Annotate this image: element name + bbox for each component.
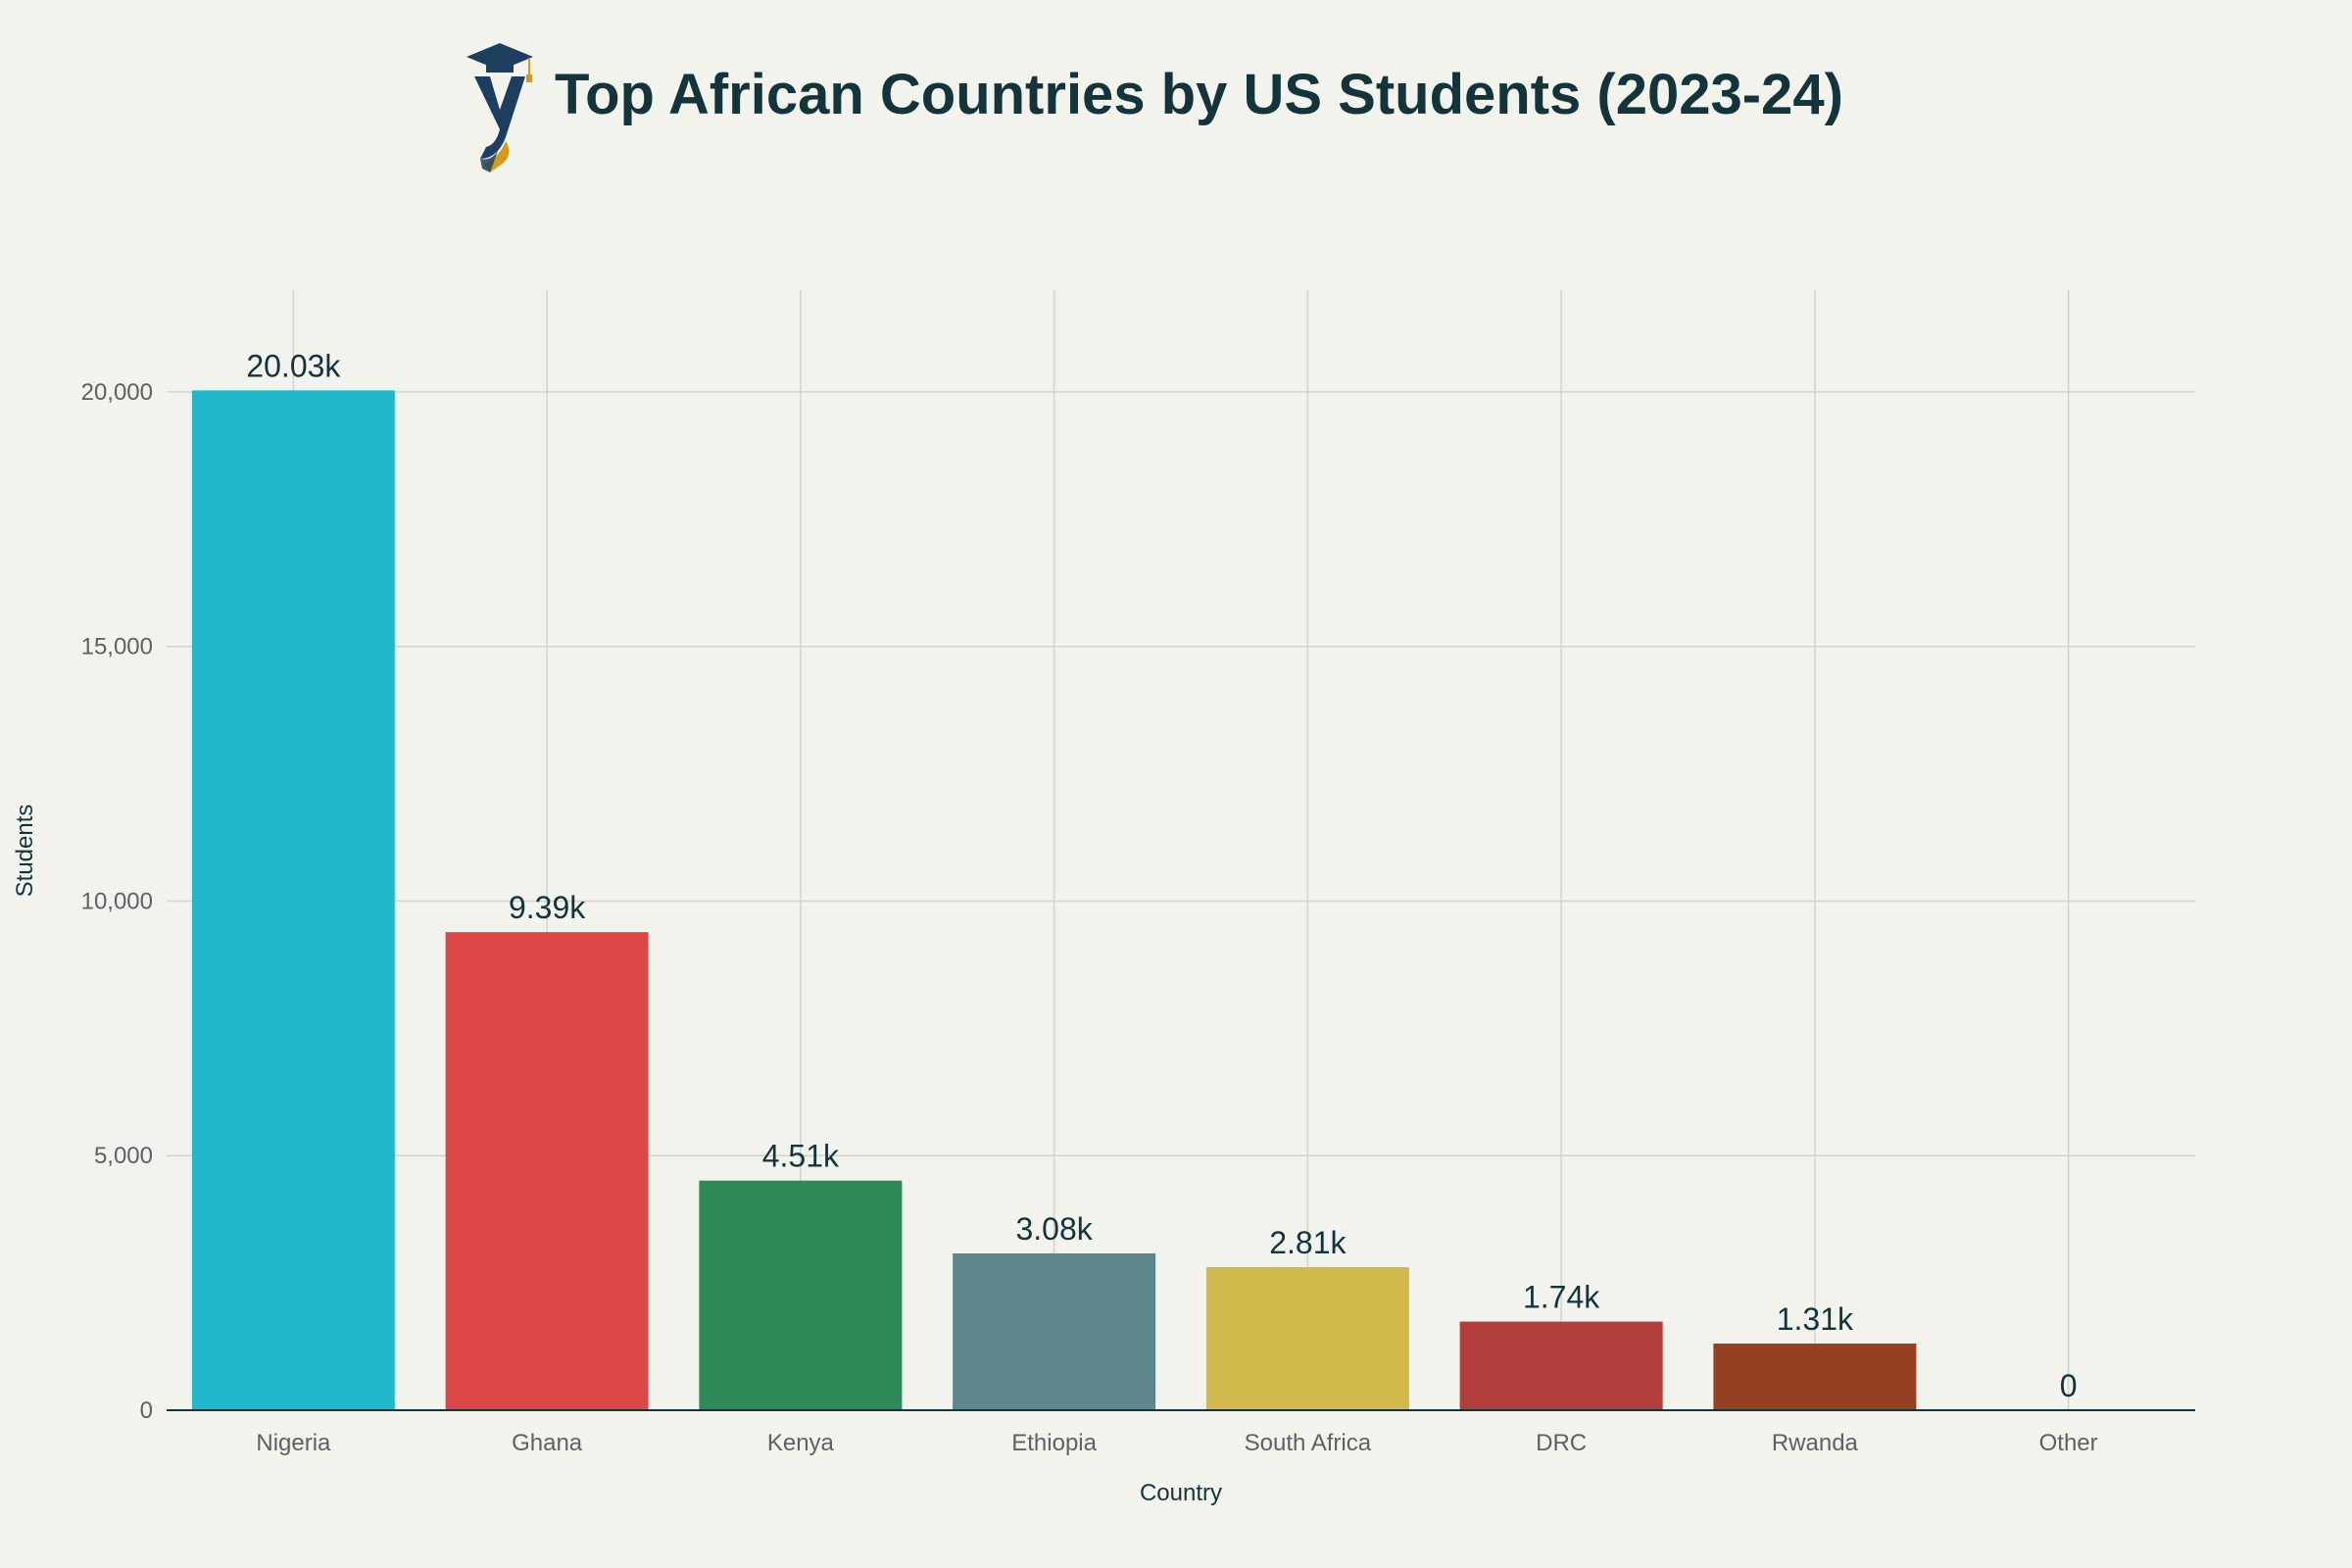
data-label: 20.03k bbox=[246, 348, 341, 383]
x-axis-ticks: Nigeria Ghana Kenya Ethiopia South Africa DRC… bbox=[256, 1430, 2097, 1456]
bars bbox=[191, 390, 1917, 1410]
bar-ghana bbox=[445, 932, 649, 1410]
y-tick-label: 15,000 bbox=[81, 634, 153, 661]
y-tick-label: 5,000 bbox=[94, 1143, 153, 1169]
x-axis-title: Country bbox=[1140, 1480, 1222, 1506]
chart-title: Top African Countries by US Students (20… bbox=[555, 63, 1843, 126]
data-label: 2.81k bbox=[1269, 1225, 1347, 1260]
data-label: 3.08k bbox=[1015, 1211, 1093, 1247]
y-tick-label: 10,000 bbox=[81, 888, 153, 914]
x-tick-label: South Africa bbox=[1245, 1430, 1372, 1456]
data-labels: 20.03k 9.39k 4.51k 3.08k 2.81k 1.74k 1.31k 0 bbox=[246, 348, 2077, 1403]
data-label: 0 bbox=[2060, 1368, 2078, 1403]
x-tick-label: Rwanda bbox=[1772, 1430, 1859, 1456]
bar-drc bbox=[1459, 1321, 1663, 1410]
data-label: 1.31k bbox=[1777, 1301, 1854, 1337]
data-label: 4.51k bbox=[762, 1139, 840, 1174]
bar-nigeria bbox=[191, 390, 395, 1410]
y-axis-title: Students bbox=[12, 805, 38, 898]
bar-kenya bbox=[699, 1180, 903, 1410]
x-tick-label: DRC bbox=[1536, 1430, 1587, 1456]
y-axis-ticks: 0 5,000 10,000 15,000 20,000 bbox=[81, 379, 153, 1424]
x-tick-label: Kenya bbox=[767, 1430, 835, 1456]
bar-rwanda bbox=[1713, 1343, 1917, 1410]
y-tick-label: 20,000 bbox=[81, 379, 153, 406]
y-tick-label: 0 bbox=[140, 1397, 153, 1424]
x-tick-label: Ghana bbox=[512, 1430, 583, 1456]
x-tick-label: Nigeria bbox=[256, 1430, 331, 1456]
data-label: 9.39k bbox=[509, 890, 586, 925]
graduation-cap-logo-icon bbox=[466, 43, 533, 172]
x-tick-label: Other bbox=[2039, 1430, 2098, 1456]
bar-south-africa bbox=[1205, 1267, 1409, 1410]
x-tick-label: Ethiopia bbox=[1011, 1430, 1097, 1456]
bar-ethiopia bbox=[953, 1252, 1156, 1410]
data-label: 1.74k bbox=[1523, 1280, 1600, 1315]
